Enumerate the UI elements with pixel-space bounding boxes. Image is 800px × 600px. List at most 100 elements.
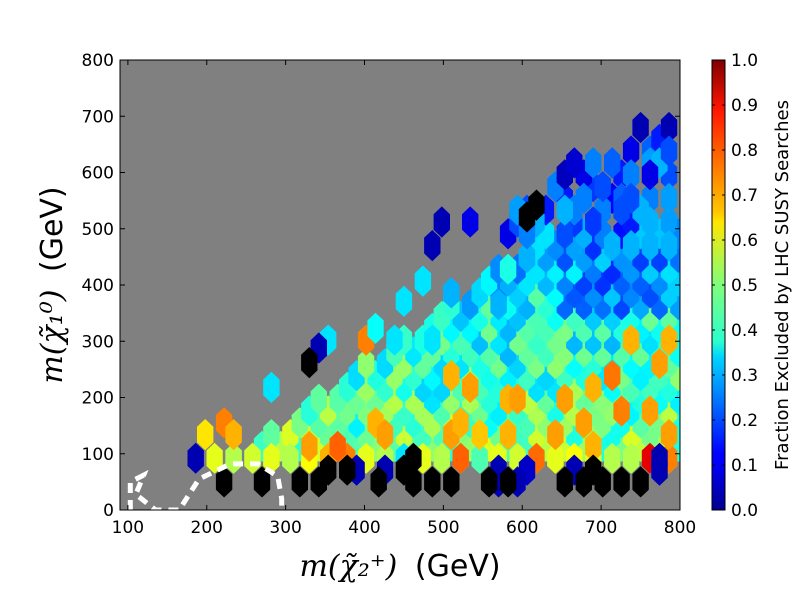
hex-cell-black xyxy=(585,454,602,486)
hex-cell xyxy=(622,159,640,191)
hex-cell xyxy=(556,194,573,226)
hex-cell-black xyxy=(215,466,233,498)
y-tick-label: 400 xyxy=(82,276,114,296)
hex-cell-black xyxy=(613,466,630,498)
colorbar-ticks: 0.0 0.1 0.2 0.3 0.4 0.5 0.6 0.7 0.8 0.9 1.0 xyxy=(712,51,758,521)
colorbar-tick-label: 0.4 xyxy=(731,321,758,341)
hex-cell-black xyxy=(301,347,318,379)
hex-cell xyxy=(499,253,517,285)
hex-cell-black xyxy=(253,466,271,498)
hex-cell xyxy=(329,430,346,462)
hex-cell-black xyxy=(556,466,573,498)
hex-cell xyxy=(443,277,460,309)
hex-cell xyxy=(386,324,403,356)
hex-cell xyxy=(471,442,488,474)
hex-cell xyxy=(613,395,630,427)
hex-cell xyxy=(187,442,204,474)
x-tick-label: 600 xyxy=(506,518,538,538)
hex-cell xyxy=(452,442,469,474)
colorbar-tick-label: 0.9 xyxy=(731,96,758,116)
hex-cell xyxy=(282,442,299,474)
colorbar-tick-label: 0.3 xyxy=(731,366,758,386)
hex-cell-black xyxy=(370,466,387,498)
hex-cell xyxy=(660,111,678,144)
hex-cell xyxy=(414,265,432,297)
colorbar-tick-label: 0.5 xyxy=(731,276,758,296)
hex-cell xyxy=(622,442,640,474)
y-tick-label: 700 xyxy=(82,107,114,127)
colorbar-tick-label: 0.1 xyxy=(731,456,758,476)
hex-cell xyxy=(547,442,564,474)
x-axis-ticks: 100 200 300 400 500 600 700 800 xyxy=(112,60,696,538)
hex-cell xyxy=(263,419,280,451)
hex-cell xyxy=(585,147,602,179)
hex-cell xyxy=(604,442,621,474)
hex-cell xyxy=(471,419,488,451)
hex-cell-black xyxy=(320,454,337,486)
hex-cell xyxy=(585,206,602,238)
hex-cell-black xyxy=(424,466,441,498)
hex-cell xyxy=(604,147,621,179)
hex-cell xyxy=(613,194,630,226)
hex-cell xyxy=(509,383,526,415)
y-axis-label-unit: (GeV) xyxy=(35,186,70,272)
hex-cell xyxy=(310,383,327,415)
hex-cell xyxy=(225,419,242,451)
hex-cell xyxy=(660,135,678,167)
y-tick-label: 200 xyxy=(82,389,114,409)
hex-cell xyxy=(263,442,280,474)
hex-cell xyxy=(206,442,223,474)
hex-cell-black xyxy=(405,442,422,474)
hex-cell xyxy=(660,419,678,451)
x-tick-label: 100 xyxy=(112,518,144,538)
x-axis-label-unit: (GeV) xyxy=(415,549,501,584)
x-tick-label: 400 xyxy=(348,518,380,538)
hex-cell xyxy=(433,442,450,474)
colorbar-tick-label: 0.0 xyxy=(731,501,758,521)
y-axis-ticks: 0 100 200 300 400 500 600 700 800 xyxy=(82,51,680,521)
hex-cell xyxy=(263,371,280,403)
hex-cell xyxy=(452,407,469,439)
hex-cell xyxy=(622,135,640,167)
hex-cell xyxy=(197,419,214,451)
hex-cell xyxy=(556,218,573,250)
hex-cell xyxy=(651,442,668,474)
colorbar-tick-label: 0.6 xyxy=(731,231,758,251)
colorbar-tick-label: 0.2 xyxy=(731,411,758,431)
hex-cell-black xyxy=(339,454,356,486)
hex-cell-black xyxy=(443,466,460,498)
colorbar-tick-label: 0.7 xyxy=(731,186,758,206)
hex-cell xyxy=(641,395,659,427)
hex-cell xyxy=(376,419,394,451)
hex-cell xyxy=(604,230,621,262)
hex-cell xyxy=(367,312,384,344)
hex-cell xyxy=(301,430,318,462)
y-tick-label: 300 xyxy=(82,332,114,352)
hex-cell xyxy=(462,206,479,238)
x-tick-label: 200 xyxy=(191,518,223,538)
colorbar-tick-label: 1.0 xyxy=(731,51,758,71)
x-tick-label: 700 xyxy=(585,518,617,538)
hex-cell xyxy=(641,159,659,191)
hex-cell xyxy=(632,111,649,144)
hex-cell xyxy=(490,289,507,321)
colorbar-tick-label: 0.8 xyxy=(731,141,758,161)
hex-cell xyxy=(604,360,621,392)
hex-cell xyxy=(660,182,678,214)
hex-cell xyxy=(594,171,611,203)
x-axis-label: m(χ̃₂⁺) (GeV) xyxy=(299,549,500,584)
hex-cell xyxy=(443,360,460,392)
hex-cell xyxy=(585,371,602,403)
hex-cell xyxy=(433,206,450,238)
hex-cell-black xyxy=(291,466,308,498)
y-tick-label: 0 xyxy=(103,501,114,521)
hexbin-cells xyxy=(187,111,680,498)
hex-cell xyxy=(462,371,479,403)
excluded-contour xyxy=(127,461,285,510)
hex-cell-black xyxy=(499,466,517,498)
hex-cell xyxy=(499,419,517,451)
hex-cell xyxy=(641,206,659,238)
hex-cell-black xyxy=(480,466,498,498)
y-tick-label: 600 xyxy=(82,164,114,184)
